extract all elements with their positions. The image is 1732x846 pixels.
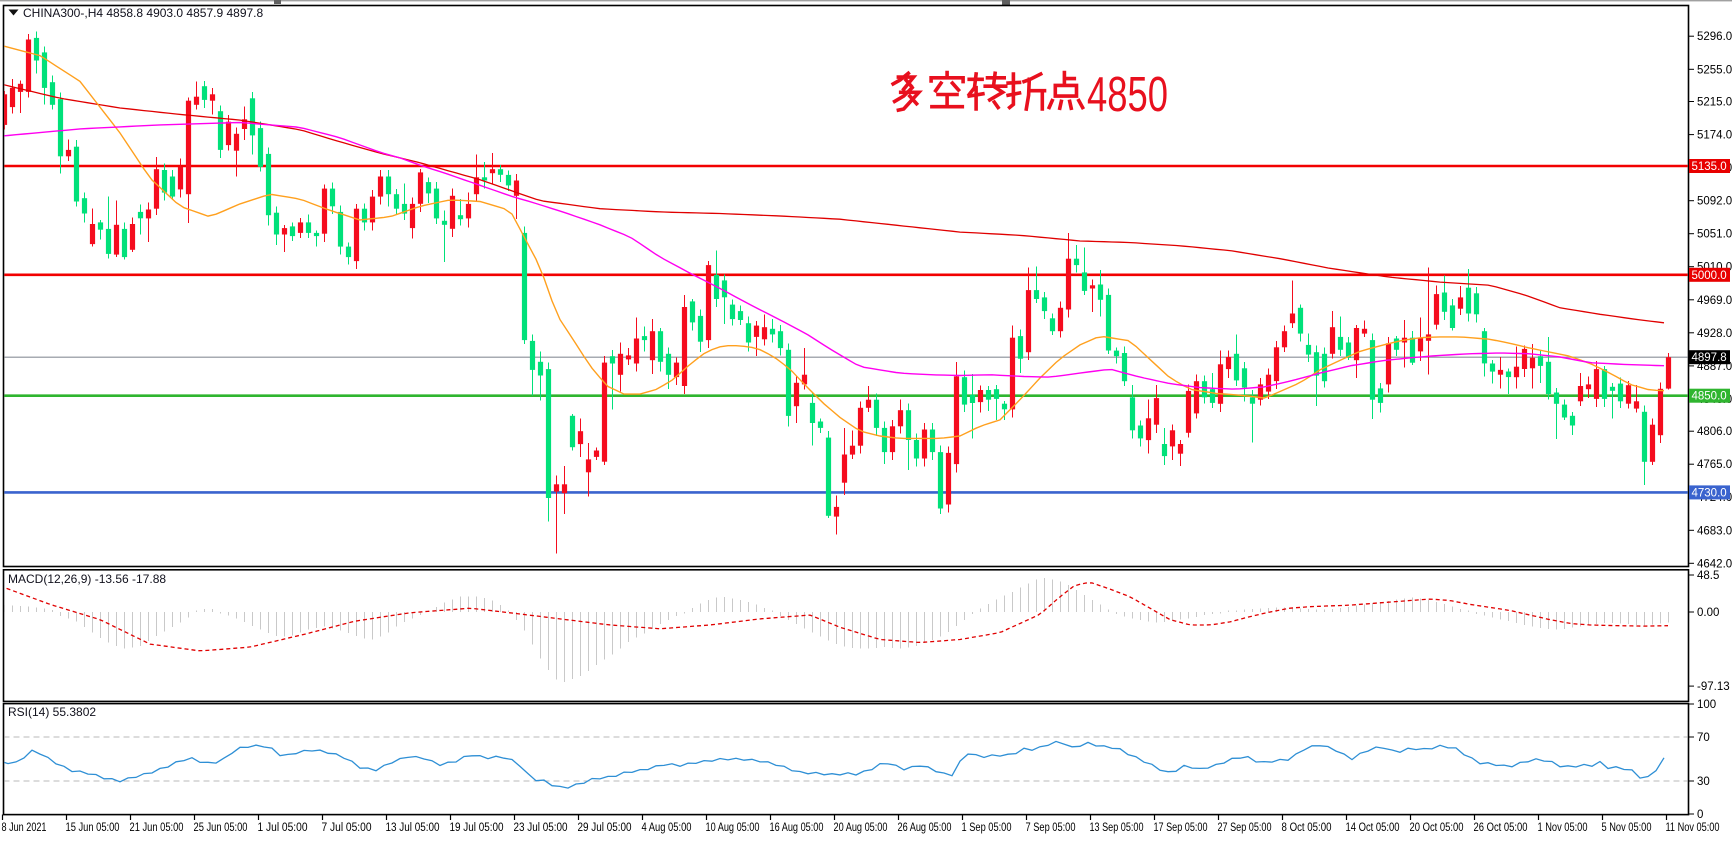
svg-text:4850: 4850 (1087, 68, 1168, 122)
svg-text:5215.0: 5215.0 (1697, 97, 1732, 109)
svg-text:48.5: 48.5 (1697, 570, 1719, 582)
svg-text:26 Oct 05:00: 26 Oct 05:00 (1474, 822, 1528, 834)
svg-text:1 Sep 05:00: 1 Sep 05:00 (962, 822, 1012, 834)
svg-text:4928.0: 4928.0 (1697, 328, 1732, 340)
svg-text:21 Jun 05:00: 21 Jun 05:00 (130, 822, 184, 834)
svg-text:5000.0: 5000.0 (1692, 270, 1727, 282)
svg-text:4765.0: 4765.0 (1697, 459, 1732, 471)
svg-text:5174.0: 5174.0 (1697, 130, 1732, 142)
svg-text:17 Sep 05:00: 17 Sep 05:00 (1154, 822, 1208, 834)
svg-text:5051.0: 5051.0 (1697, 229, 1732, 241)
svg-text:-97.13: -97.13 (1697, 681, 1730, 693)
svg-text:4642.0: 4642.0 (1697, 558, 1732, 570)
svg-text:16 Aug 05:00: 16 Aug 05:00 (770, 822, 824, 834)
svg-text:20 Oct 05:00: 20 Oct 05:00 (1410, 822, 1464, 834)
svg-text:13 Jul 05:00: 13 Jul 05:00 (386, 822, 440, 834)
svg-text:5255.0: 5255.0 (1697, 64, 1732, 76)
svg-text:5296.0: 5296.0 (1697, 31, 1732, 43)
svg-text:19 Jul 05:00: 19 Jul 05:00 (450, 822, 504, 834)
svg-text:15 Jun 05:00: 15 Jun 05:00 (66, 822, 120, 834)
svg-text:4969.0: 4969.0 (1697, 295, 1732, 307)
svg-text:0.00: 0.00 (1697, 607, 1719, 619)
svg-text:10 Aug 05:00: 10 Aug 05:00 (706, 822, 760, 834)
svg-text:23 Jul 05:00: 23 Jul 05:00 (514, 822, 568, 834)
svg-text:27 Sep 05:00: 27 Sep 05:00 (1218, 822, 1272, 834)
svg-text:5135.0: 5135.0 (1692, 161, 1727, 173)
svg-text:70: 70 (1697, 732, 1710, 744)
svg-text:13 Sep 05:00: 13 Sep 05:00 (1090, 822, 1144, 834)
svg-text:26 Aug 05:00: 26 Aug 05:00 (898, 822, 952, 834)
svg-text:14 Oct 05:00: 14 Oct 05:00 (1346, 822, 1400, 834)
svg-text:5 Nov 05:00: 5 Nov 05:00 (1602, 822, 1652, 834)
svg-text:4897.8: 4897.8 (1692, 352, 1727, 364)
svg-text:4 Aug 05:00: 4 Aug 05:00 (642, 822, 692, 834)
svg-text:4683.0: 4683.0 (1697, 525, 1732, 537)
svg-text:30: 30 (1697, 776, 1710, 788)
svg-text:29 Jul 05:00: 29 Jul 05:00 (578, 822, 632, 834)
svg-text:7 Sep 05:00: 7 Sep 05:00 (1026, 822, 1076, 834)
svg-text:4850.0: 4850.0 (1692, 391, 1727, 403)
svg-text:8 Oct 05:00: 8 Oct 05:00 (1282, 822, 1332, 834)
svg-text:0: 0 (1697, 809, 1703, 821)
svg-text:CHINA300-,H4 4858.8 4903.0 48: CHINA300-,H4 4858.8 4903.0 4857.9 4897.8 (23, 6, 264, 20)
svg-text:7 Jul 05:00: 7 Jul 05:00 (322, 822, 372, 834)
svg-text:20 Aug 05:00: 20 Aug 05:00 (834, 822, 888, 834)
svg-text:RSI(14) 55.3802: RSI(14) 55.3802 (8, 705, 96, 719)
svg-text:MACD(12,26,9) -13.56 -17.88: MACD(12,26,9) -13.56 -17.88 (8, 572, 166, 586)
svg-text:100: 100 (1697, 699, 1716, 711)
svg-text:1 Nov 05:00: 1 Nov 05:00 (1538, 822, 1588, 834)
svg-text:4730.0: 4730.0 (1692, 487, 1727, 499)
svg-text:4806.0: 4806.0 (1697, 426, 1732, 438)
svg-text:5092.0: 5092.0 (1697, 196, 1732, 208)
svg-text:8 Jun 2021: 8 Jun 2021 (2, 822, 47, 834)
svg-text:1 Jul 05:00: 1 Jul 05:00 (258, 822, 308, 834)
svg-text:11 Nov 05:00: 11 Nov 05:00 (1666, 822, 1720, 834)
svg-text:25 Jun 05:00: 25 Jun 05:00 (194, 822, 248, 834)
